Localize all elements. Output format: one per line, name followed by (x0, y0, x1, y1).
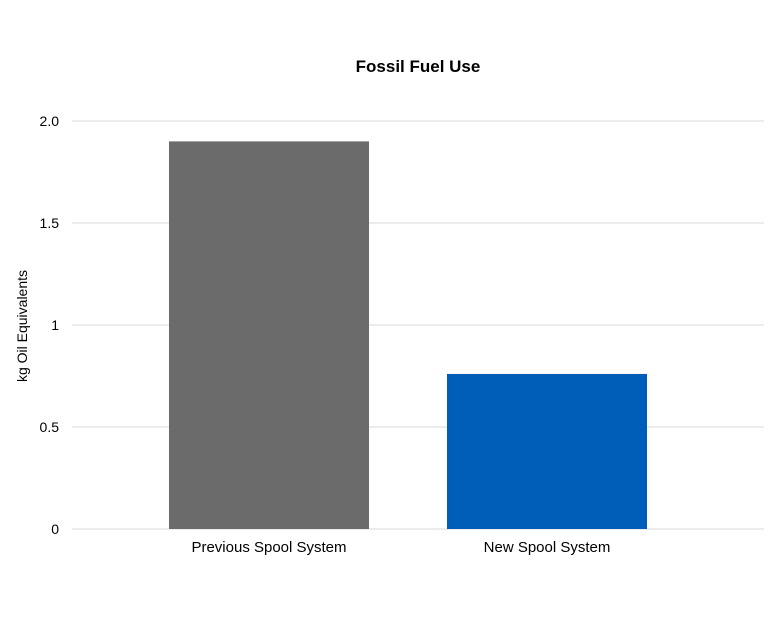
x-axis-labels: Previous Spool System New Spool System (191, 539, 610, 556)
bar-new-spool-system (447, 373, 647, 529)
y-axis-ticks: 0 0.5 1 1.5 2.0 (40, 113, 60, 537)
bars (169, 141, 647, 529)
y-tick-label: 1 (51, 317, 59, 333)
y-tick-label: 1.5 (40, 215, 60, 231)
y-tick-label: 0 (51, 521, 59, 537)
x-category-label: Previous Spool System (191, 539, 346, 556)
y-tick-label: 2.0 (40, 113, 60, 129)
y-axis-title: kg Oil Equivalents (14, 270, 30, 382)
chart-title: Fossil Fuel Use (356, 57, 481, 76)
bar-previous-spool-system (169, 141, 369, 529)
y-tick-label: 0.5 (40, 419, 60, 435)
x-category-label: New Spool System (484, 539, 611, 556)
